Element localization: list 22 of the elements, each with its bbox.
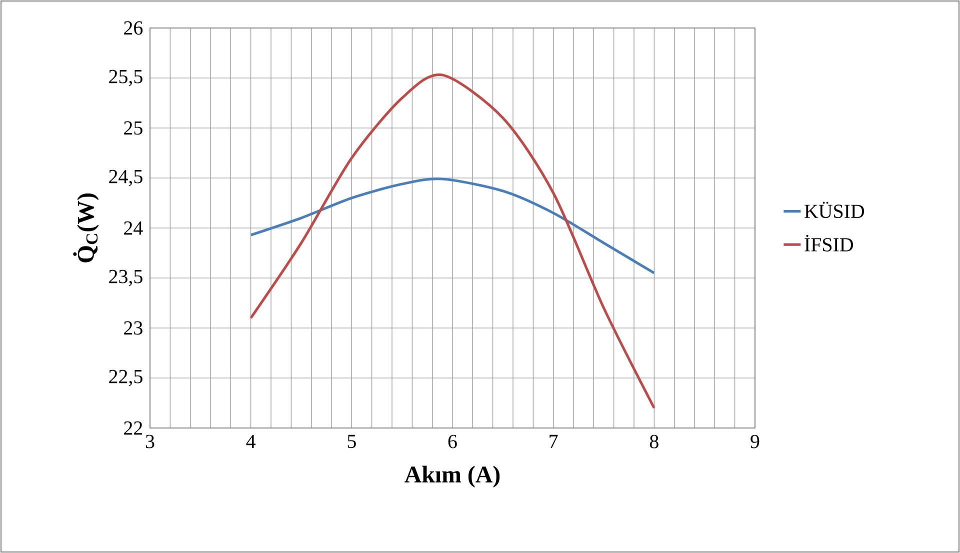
y-tick-label: 25 [124,121,142,135]
x-tick-label: 3 [146,434,154,448]
y-tick-label: 22,5 [109,370,142,386]
line-series [250,178,656,274]
x-tick-label: 4 [246,434,256,448]
y-tick-label: 24 [124,221,143,235]
x-tick-label: 6 [448,434,457,448]
y-tick-label: 22 [124,421,142,435]
x-tick-label: 7 [550,434,558,448]
y-tick-label: 23,5 [109,270,142,286]
x-tick-label: 8 [650,434,658,448]
legend-label: KÜSID [804,202,864,218]
y-tick-label: 23 [124,321,142,335]
legend-label: İFSID [804,234,853,252]
y-tick-label: 26 [124,21,143,35]
y-axis-title: Q̇$_{C}$(W) [73,194,99,262]
line-series [250,74,656,410]
y-tick-label: 25,5 [109,70,142,86]
x-axis-title: Akım (A) [404,466,500,488]
x-tick-label: 5 [348,434,356,448]
y-tick-label: 24,5 [109,170,142,186]
x-tick-label: 9 [750,434,760,448]
